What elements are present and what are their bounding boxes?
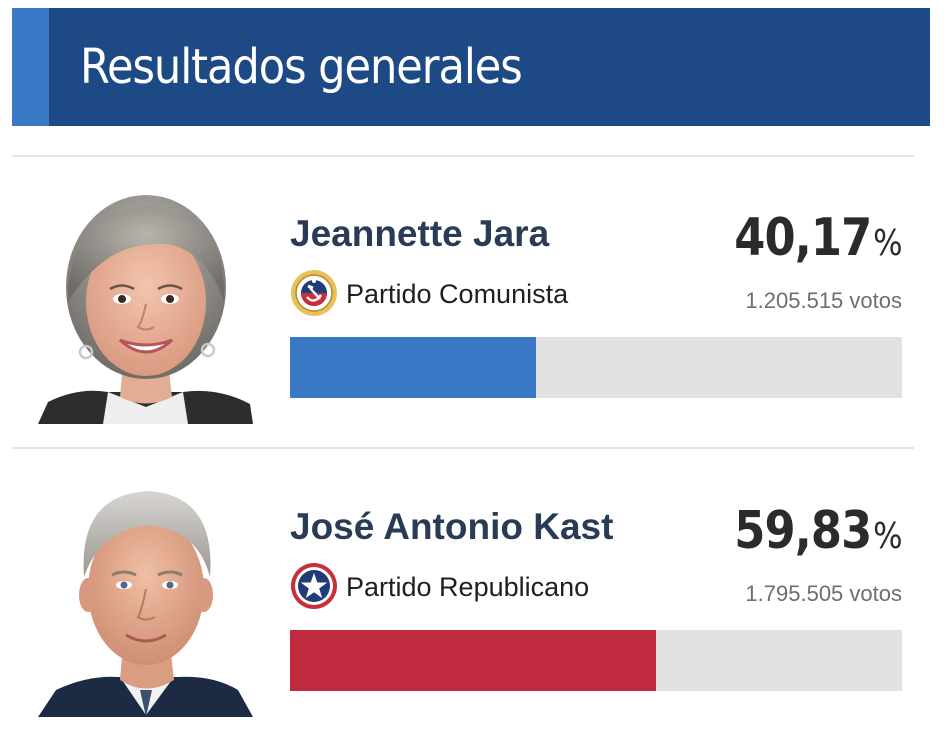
candidate-party: Partido Republicano: [346, 572, 590, 602]
percentage-sign: %: [873, 223, 902, 264]
candidate-votes: 1.205.515 votos: [745, 288, 902, 313]
vote-share-bar-fill: [290, 630, 657, 691]
candidate-votes: 1.795.505 votos: [745, 581, 902, 606]
vote-share-bar-track: [290, 630, 902, 691]
header-accent-stripe: [12, 8, 49, 126]
percentage-value: 59,83: [734, 501, 873, 561]
candidate-card-jara: Jeannette Jara Partido Comunista 40,17% …: [0, 192, 946, 452]
divider: [12, 447, 914, 449]
vote-share-bar-fill: [290, 337, 536, 398]
candidate-percentage: 59,83%: [734, 501, 903, 567]
page-title: Resultados generales: [80, 39, 523, 95]
candidate-name: José Antonio Kast: [290, 506, 614, 547]
divider: [12, 155, 914, 157]
candidate-photo-kast: [38, 491, 253, 717]
candidate-party: Partido Comunista: [346, 279, 569, 309]
percentage-sign: %: [873, 516, 902, 557]
candidate-percentage: 40,17%: [734, 208, 903, 274]
vote-share-bar-track: [290, 337, 902, 398]
percentage-value: 40,17: [734, 208, 873, 268]
candidate-name: Jeannette Jara: [290, 213, 550, 254]
results-header: Resultados generales: [12, 8, 930, 126]
communist-party-logo-icon: [291, 270, 337, 316]
candidate-photo-jara: [38, 195, 253, 424]
candidate-card-kast: José Antonio Kast Partido Republicano 59…: [0, 485, 946, 745]
republican-party-star-logo-icon: [291, 563, 337, 609]
